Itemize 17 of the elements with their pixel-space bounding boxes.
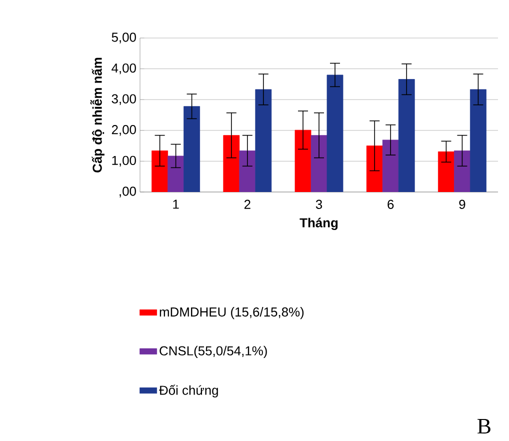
y-tick-label: ,00 [120, 186, 136, 198]
legend-label: Đối chứng [159, 384, 218, 398]
x-tick-label: 6 [388, 200, 394, 209]
legend-label: CNSL(55,0/54,1%) [160, 346, 267, 358]
y-tick-label: 1,00 [112, 156, 136, 167]
y-axis-title: Cấp độ nhiễm nấm [90, 58, 104, 172]
x-tick-label: 3 [316, 200, 322, 209]
x-tick-label: 9 [459, 200, 466, 209]
y-tick-label: 2,00 [112, 125, 136, 136]
y-tick-label: 3,00 [112, 94, 136, 105]
y-tick-label: 5,00 [112, 32, 136, 44]
y-tick-label: 4,00 [112, 63, 136, 74]
x-tick-label: 1 [173, 200, 179, 209]
text: B [477, 419, 490, 434]
x-tick-label: 2 [244, 200, 250, 209]
legend-label: mDMDHEU (15,6/15,8%) [160, 307, 304, 320]
x-axis-title: Tháng [300, 218, 338, 230]
